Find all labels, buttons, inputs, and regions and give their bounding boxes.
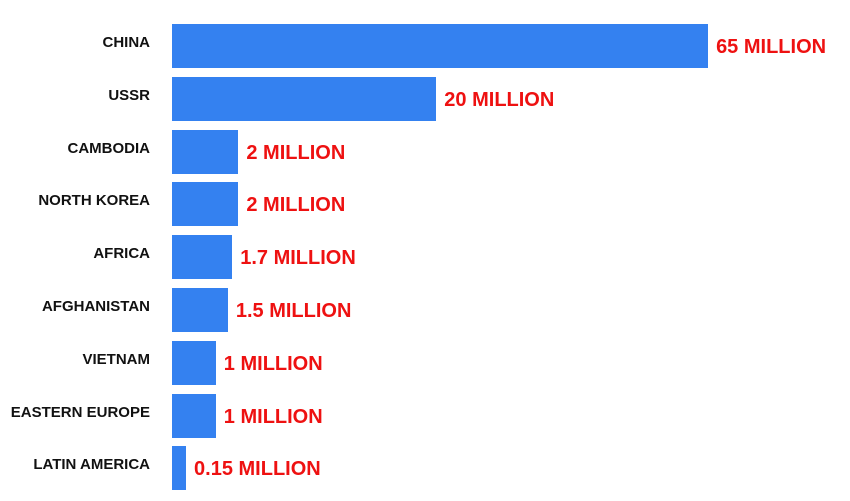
- bar: [172, 182, 239, 227]
- category-label: EASTERN EUROPE: [10, 403, 150, 421]
- value-label: 20 MILLION: [444, 88, 555, 111]
- category-label: CAMBODIA: [67, 139, 151, 157]
- category-label: NORTH KOREA: [38, 192, 150, 210]
- bar: [172, 340, 216, 385]
- value-label: 0.15 MILLION: [194, 458, 321, 481]
- category-label: VIETNAM: [82, 350, 151, 368]
- category-label: USSR: [108, 86, 150, 104]
- bar: [172, 288, 228, 332]
- bar: [172, 446, 187, 491]
- value-label: 1.5 MILLION: [235, 300, 352, 322]
- bar: [172, 129, 239, 174]
- bar: [172, 76, 437, 121]
- value-label: 65 MILLION: [716, 36, 827, 58]
- value-label: 1 MILLION: [223, 405, 323, 428]
- bar: [172, 24, 709, 68]
- value-label: 1.7 MILLION: [240, 247, 356, 270]
- value-label: 2 MILLION: [246, 141, 346, 164]
- category-label: AFGHANISTAN: [41, 298, 150, 315]
- value-label: 2 MILLION: [246, 194, 346, 217]
- value-label: 1 MILLION: [223, 352, 323, 375]
- bar: [172, 235, 233, 280]
- category-label: CHINA: [102, 34, 151, 51]
- category-label: AFRICA: [93, 245, 150, 263]
- bar: [172, 393, 216, 438]
- category-label: LATIN AMERICA: [33, 456, 150, 474]
